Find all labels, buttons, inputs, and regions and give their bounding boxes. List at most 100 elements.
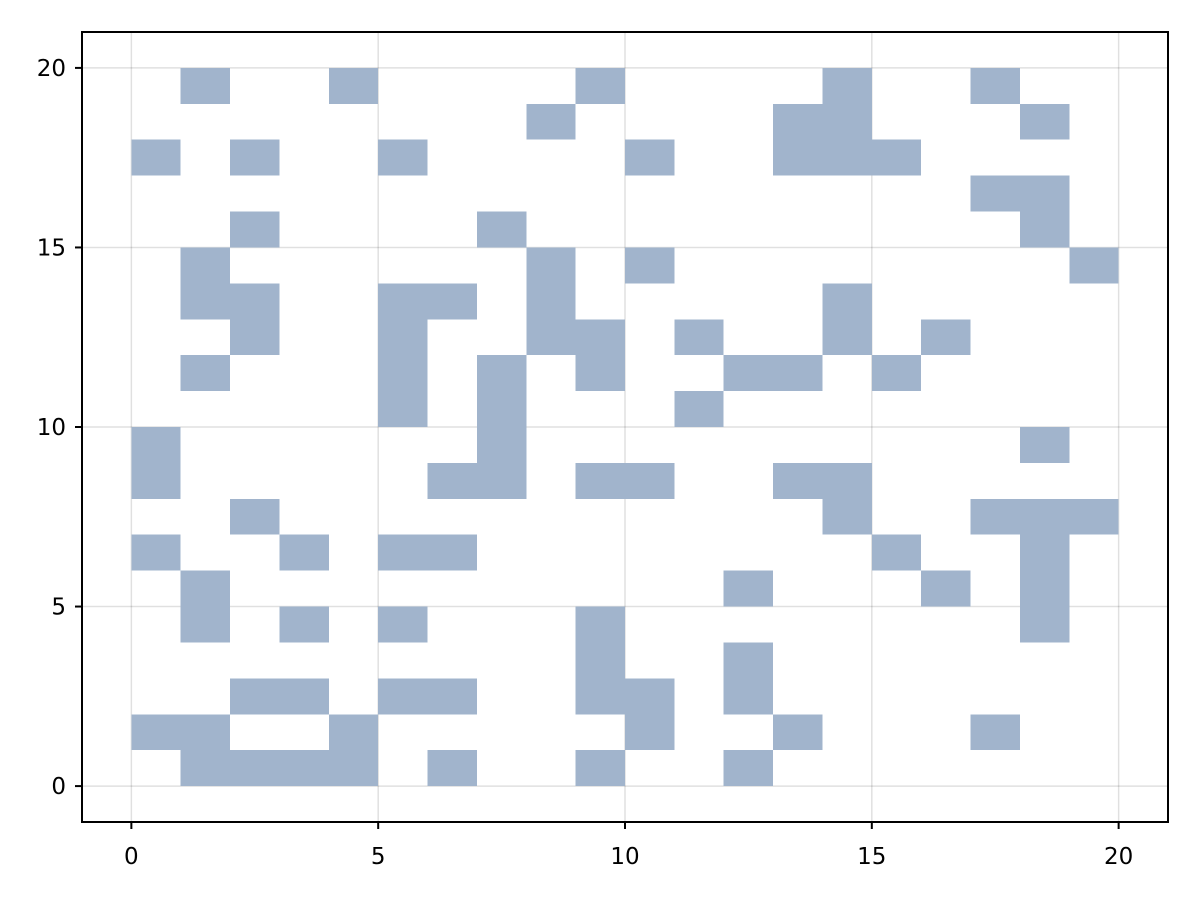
heatmap-cell — [723, 750, 774, 787]
heatmap-cell — [575, 606, 625, 643]
heatmap-cell — [279, 750, 329, 787]
heatmap-cell — [526, 247, 576, 284]
heatmap-cell — [476, 462, 527, 499]
heatmap-cell — [378, 391, 428, 427]
x-tick-label: 5 — [371, 844, 386, 870]
heatmap-cell — [625, 247, 675, 284]
heatmap-cell — [1019, 175, 1070, 212]
heatmap-cell — [131, 462, 181, 499]
heatmap-cell — [871, 534, 922, 571]
heatmap-cell — [575, 678, 625, 715]
heatmap-cell — [773, 355, 823, 392]
heatmap-cell — [230, 319, 280, 356]
heatmap-cell — [378, 678, 428, 715]
heatmap-cell — [180, 67, 231, 104]
heatmap-cell — [822, 462, 872, 499]
heatmap-cell — [230, 139, 280, 176]
heatmap-cell — [131, 534, 181, 571]
heatmap-cell — [180, 606, 231, 643]
heatmap-cell — [427, 678, 477, 715]
heatmap-cell — [575, 67, 625, 104]
heatmap-cell — [822, 498, 872, 535]
heatmap-cell — [427, 750, 477, 787]
heatmap-cell — [871, 139, 922, 176]
heatmap-cell — [723, 642, 774, 679]
axis-ticks — [75, 66, 1120, 829]
heatmap-cell — [1019, 606, 1070, 643]
heatmap-cell — [230, 678, 280, 715]
heatmap-cell — [328, 750, 379, 787]
y-tick-label: 10 — [37, 415, 66, 441]
heatmap-cell — [575, 319, 625, 356]
y-tick-label: 5 — [51, 595, 66, 621]
y-tick-label: 20 — [37, 56, 66, 82]
heatmap-cell — [625, 678, 675, 715]
heatmap-cell — [1019, 427, 1070, 463]
heatmap-cell — [180, 750, 231, 787]
heatmap-cell — [921, 570, 971, 607]
heatmap-cells — [131, 67, 1119, 787]
heatmap-cell — [131, 139, 181, 176]
heatmap-cell — [773, 139, 823, 176]
heatmap-cell — [970, 175, 1020, 212]
y-tick-label: 0 — [51, 774, 66, 800]
x-tick-label: 0 — [124, 844, 139, 870]
heatmap-cell — [476, 427, 527, 463]
heatmap-cell — [180, 570, 231, 607]
heatmap-cell — [822, 283, 872, 320]
heatmap-cell — [1019, 103, 1070, 140]
heatmap-cell — [180, 714, 231, 751]
heatmap-cell — [230, 283, 280, 320]
heatmap-cell — [723, 678, 774, 715]
heatmap-cell — [476, 211, 527, 248]
heatmap-cell — [1019, 211, 1070, 248]
heatmap-cell — [773, 714, 823, 751]
x-tick-label: 20 — [1104, 844, 1133, 870]
heatmap-cell — [970, 67, 1020, 104]
heatmap-cell — [427, 462, 477, 499]
heatmap-cell — [575, 642, 625, 679]
heatmap-cell — [822, 67, 872, 104]
heatmap-cell — [723, 355, 774, 392]
heatmap-cell — [723, 570, 774, 607]
x-tick-label: 15 — [857, 844, 886, 870]
heatmap-cell — [822, 139, 872, 176]
heatmap-cell — [1019, 570, 1070, 607]
heatmap-cell — [1069, 498, 1119, 535]
heatmap-cell — [674, 391, 724, 427]
heatmap-cell — [575, 462, 625, 499]
heatmap-cell — [674, 319, 724, 356]
heatmap-cell — [427, 283, 477, 320]
y-tick-label: 15 — [37, 235, 66, 261]
heatmap-cell — [625, 714, 675, 751]
heatmap-cell — [378, 606, 428, 643]
heatmap-cell — [378, 283, 428, 320]
heatmap-cell — [1019, 498, 1070, 535]
heatmap-cell — [230, 750, 280, 787]
heatmap-cell — [476, 391, 527, 427]
heatmap-cell — [871, 355, 922, 392]
heatmap-cell — [279, 678, 329, 715]
heatmap-cell — [131, 427, 181, 463]
heatmap-cell — [230, 211, 280, 248]
y-axis-tick-labels: 0 5 10 15 20 — [37, 56, 66, 800]
heatmap-cell — [1069, 247, 1119, 284]
heatmap-cell — [279, 534, 329, 571]
heatmap-cell — [822, 319, 872, 356]
heatmap-cell — [230, 498, 280, 535]
heatmap-cell — [378, 534, 428, 571]
heatmap-cell — [476, 355, 527, 392]
heatmap-cell — [526, 319, 576, 356]
heatmap-cell — [180, 247, 231, 284]
heatmap-cell — [1019, 534, 1070, 571]
heatmap-cell — [279, 606, 329, 643]
heatmap-cell — [526, 283, 576, 320]
heatmap-cell — [970, 498, 1020, 535]
heatmap-cell — [131, 714, 181, 751]
heatmap-cell — [328, 67, 379, 104]
heatmap-cell — [575, 750, 625, 787]
heatmap-cell — [822, 103, 872, 140]
x-tick-label: 10 — [610, 844, 639, 870]
heatmap-cell — [378, 139, 428, 176]
